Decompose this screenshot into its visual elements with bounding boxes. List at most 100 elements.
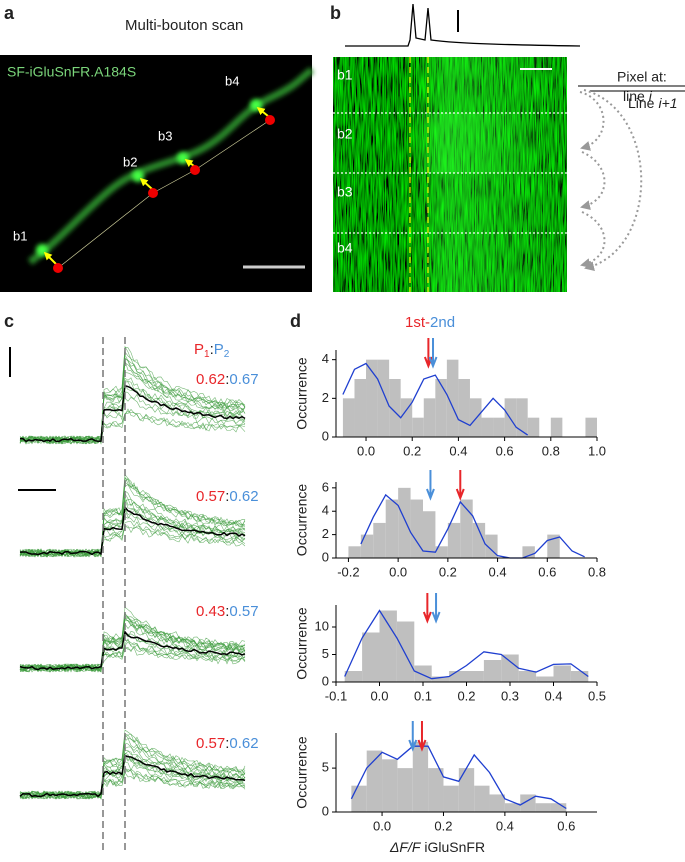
y-tick-label: 0 [322,428,329,443]
y-tick-label: 0 [322,673,329,688]
bar [585,417,597,437]
y-tick-label: 5 [322,646,329,661]
row-label: b4 [337,240,353,256]
x-tick-label: -0.2 [337,564,359,579]
x-tick-label: 0.1 [414,688,432,703]
arrow [428,338,438,369]
y-axis-label: Occurrence [294,607,310,680]
row-separators [333,112,567,234]
fit-curve [342,362,529,436]
sep: : [210,341,214,358]
trace [19,484,246,558]
indicator-label: SF-iGluSnFR.A184S [7,64,136,80]
mean-trace [19,505,246,556]
bar [446,359,459,437]
bar [431,676,450,682]
p1-value: 0.57 [196,735,225,752]
p2-value: 0.57 [229,603,258,620]
bar [458,768,475,812]
arrow [455,470,465,501]
trace [19,746,246,800]
scan-path [57,119,271,269]
annotation: i [649,88,653,104]
bar [493,417,505,437]
trace [19,754,246,800]
panel-title: Multi-bouton scan [125,17,243,34]
dendrite [27,67,315,265]
bar [466,671,484,682]
annotation: line [623,88,645,104]
bar [385,499,399,558]
x-tick-label: 0.4 [496,818,514,833]
bouton-label: b1 [13,228,27,243]
bar [489,794,505,812]
bar [397,768,413,812]
bar [435,546,448,558]
bar [389,379,401,437]
x-tick-label: 0.6 [496,443,514,458]
ratio: 0.43:0.57 [196,603,259,620]
trace [19,499,246,558]
annotation: Line [628,95,655,111]
trace [19,358,246,444]
p2-value: 0.62 [229,735,258,752]
bouton-label: b2 [123,154,137,169]
x-tick-label: 0.6 [538,564,556,579]
bouton-label: b4 [225,73,239,88]
histograms: 0 2 4 0.0 0.2 0.4 0.6 0.8 1.0 Occurrence 0 2 4 6 -0.2 0… [294,338,606,833]
first: 1st [405,314,426,331]
bar [516,398,528,437]
trace [19,772,246,800]
row-label: b1 [337,67,353,83]
bar [553,665,571,682]
sep: : [225,735,229,752]
arrow [408,721,418,752]
bar [522,546,535,558]
bar [449,671,467,682]
bar [501,654,519,682]
y-tick-label: 0 [322,549,329,564]
image [0,55,312,292]
arrow [426,470,435,501]
trace [19,385,246,445]
trace [19,623,246,673]
ratios: 0.62:0.670.57:0.620.43:0.570.57:0.62 [196,371,259,752]
trace [19,768,246,799]
y-tick-label: 4 [322,503,329,518]
panel-label: b [330,3,341,23]
trace [19,345,246,444]
bar [366,359,378,437]
panel-label: c [4,311,14,331]
mean-trace [19,754,246,798]
x-axis-label: iGluSnFR [424,839,485,855]
bar [348,546,361,558]
x-tick-label: 0.4 [489,564,507,579]
x-tick-label: 0.5 [588,688,606,703]
response-area [410,113,530,173]
p2: P [214,341,224,358]
fit-curve [350,745,567,810]
x-tick-label: 0.2 [434,818,452,833]
trace [19,645,246,672]
row-label: b2 [337,126,353,142]
bar [547,534,560,558]
trace [19,353,246,445]
fit-curve [344,609,589,680]
x-axis-label: ΔF/F [389,839,422,855]
x-tick-label: 1.0 [588,443,606,458]
x-tick-label: 0.8 [588,564,606,579]
scan-arrows [43,107,269,265]
p1-value: 0.62 [196,371,225,388]
bar [414,665,432,682]
bar [472,522,486,558]
p1-value: 0.43 [196,603,225,620]
bar [373,522,386,558]
bar [518,671,537,682]
bar [536,676,554,682]
annotation: i+1 [658,95,677,111]
ratio: 0.57:0.62 [196,488,259,505]
trace [19,391,246,444]
panel-label: a [4,3,15,23]
second: 2nd [430,314,455,331]
